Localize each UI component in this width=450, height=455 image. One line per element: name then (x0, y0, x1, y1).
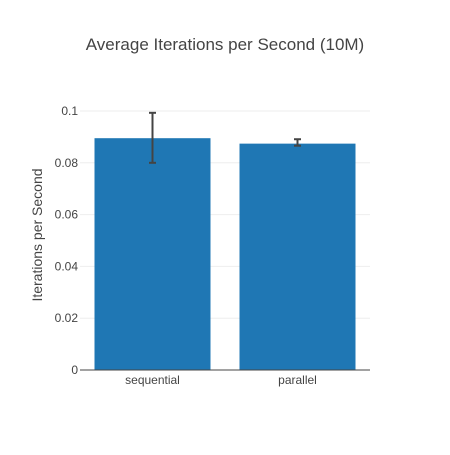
error-bars (149, 111, 301, 164)
bars (94, 138, 356, 370)
y-tick-label: 0 (71, 363, 78, 377)
y-tick-label: 0.06 (55, 208, 79, 222)
tick-labels: 0 0.02 0.04 0.06 0.08 0.1 sequential parallel (55, 104, 317, 387)
y-tick-label: 0.02 (55, 311, 79, 325)
x-tick-label: parallel (278, 373, 317, 387)
x-tick-label: sequential (125, 373, 180, 387)
bar-sequential (94, 138, 211, 370)
y-tick-label: 0.1 (61, 104, 78, 118)
y-tick-label: 0.04 (55, 259, 79, 273)
y-tick-label: 0.08 (55, 156, 79, 170)
y-axis-label: Iterations per Second (29, 168, 45, 301)
chart-title: Average Iterations per Second (10M) (86, 35, 364, 54)
bar-parallel (239, 143, 356, 370)
